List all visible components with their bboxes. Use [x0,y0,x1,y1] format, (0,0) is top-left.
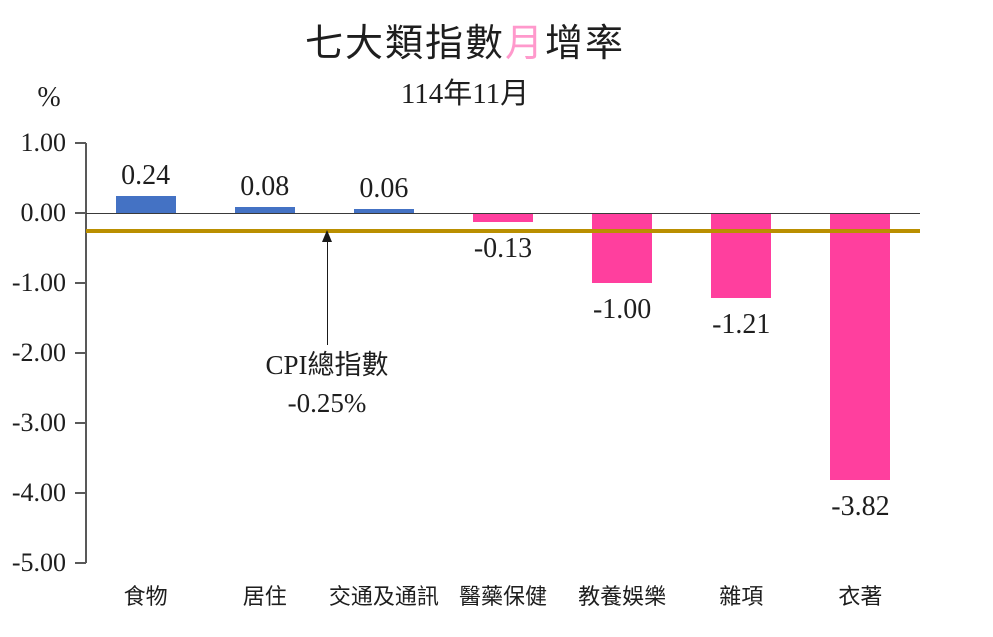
category-label-教養娛樂: 教養娛樂 [578,584,667,609]
y-tick-label: -5.00 [11,548,66,577]
y-tick-label: -2.00 [11,338,66,367]
y-tick-mark [75,422,86,424]
y-tick-label: -3.00 [11,408,66,437]
bar-交通及通訊 [353,208,414,213]
bar-醫藥保健 [473,213,533,223]
y-tick-mark [75,142,86,144]
cpi-reference-line [86,228,920,233]
chart-title-suffix: 增率 [545,23,626,65]
bar-食物 [115,196,176,213]
annotation-arrow-line [326,241,328,345]
chart-subtitle: 114年11月 [400,78,530,110]
chart-title: 七大類指數月增率 [0,12,930,67]
bar-居住 [234,207,295,213]
category-label-雜項: 雜項 [719,584,764,609]
y-tick-label: 0.00 [20,198,67,227]
bar-value-label: -0.13 [473,233,533,265]
cpi-annotation-value: -0.25% [287,388,367,418]
y-tick-mark [75,492,86,494]
cpi-annotation: CPI總指數 -0.25% [177,348,477,419]
category-label-醫藥保健: 醫藥保健 [458,584,547,609]
category-label-交通及通訊: 交通及通訊 [328,584,439,609]
y-tick-mark [75,352,86,354]
bar-value-label: -3.82 [831,491,890,523]
y-tick-label: -4.00 [11,478,66,507]
category-label-食物: 食物 [123,584,168,609]
bar-value-label: 0.24 [121,160,171,192]
category-label-衣著: 衣著 [838,584,883,609]
plot-area: CPI總指數 -0.25% 0.24 食物 0.08 居住 0.06 交通及通訊 -0.13… [75,142,920,609]
chart-title-highlight: 月 [504,23,545,65]
y-tick-mark [75,562,86,564]
y-axis-unit-label: % [37,82,61,113]
bar-衣著 [830,213,891,481]
bar-教養娛樂 [592,213,653,283]
bar-value-label: -1.21 [712,308,771,340]
zero-baseline [86,212,920,215]
category-label-居住: 居住 [242,584,287,609]
bar-value-label: 0.06 [359,172,409,204]
cpi-annotation-label: CPI總指數 [265,350,389,380]
annotation-arrow-head-icon [322,230,332,242]
bar-value-label: -1.00 [592,294,652,325]
y-tick-label: -1.00 [11,268,66,297]
y-tick-mark [75,282,86,284]
bar-value-label: 0.08 [240,171,290,203]
bar-雜項 [711,213,772,298]
y-tick-mark [75,212,86,214]
chart-title-prefix: 七大類指數 [304,23,505,65]
y-tick-label: 1.00 [20,128,67,157]
